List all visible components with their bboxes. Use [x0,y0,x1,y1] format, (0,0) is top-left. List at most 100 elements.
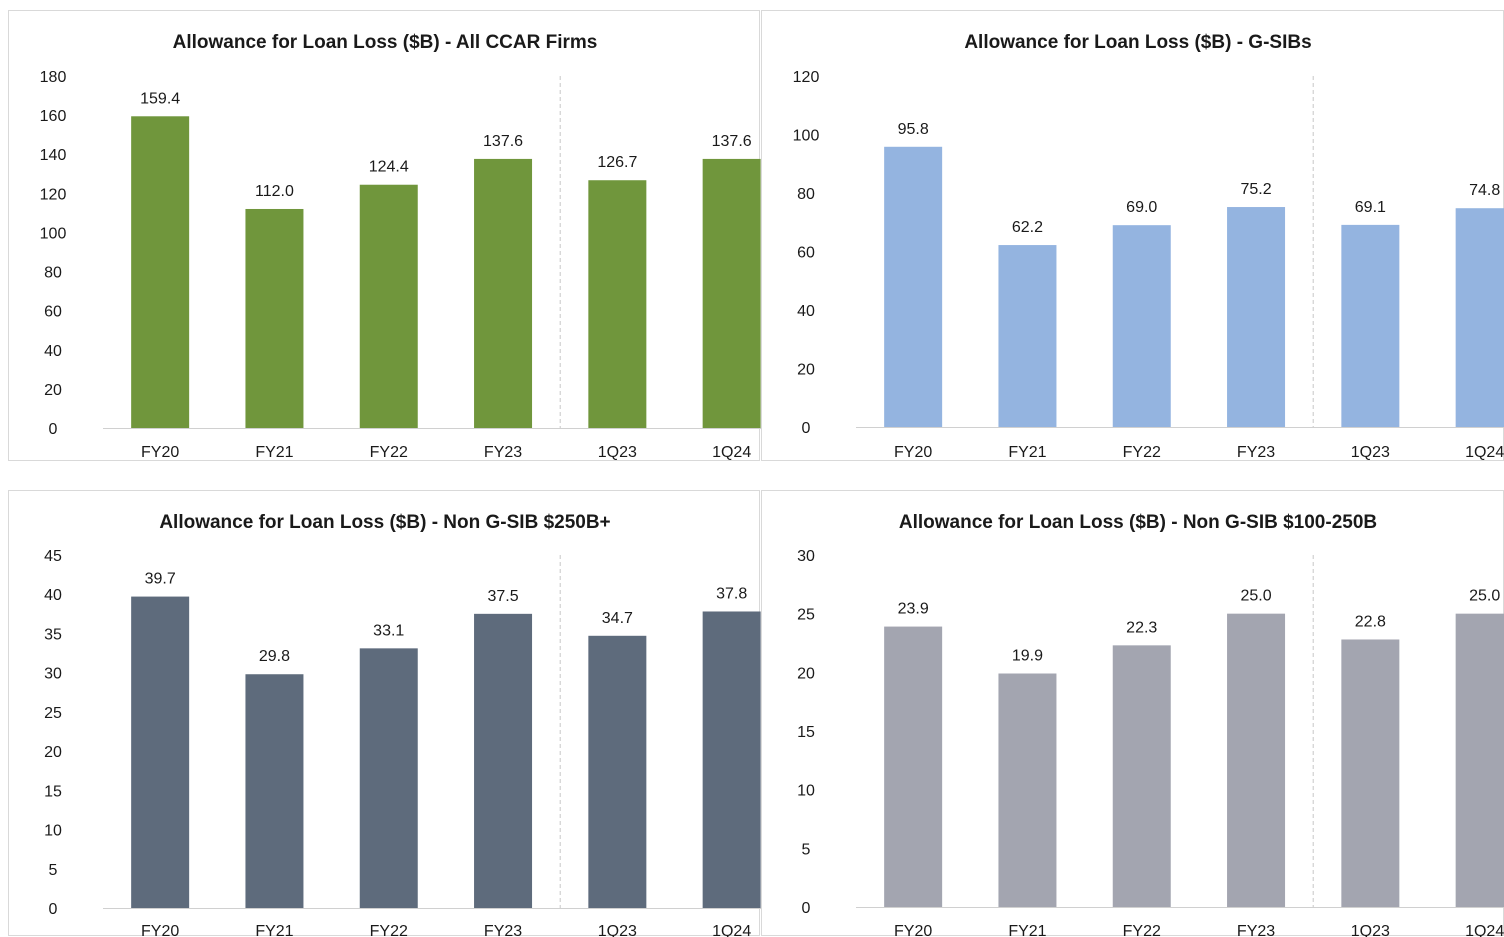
category-label: FY23 [1237,923,1275,937]
bar-1q23 [1341,639,1400,907]
category-label: FY23 [484,444,522,461]
y-tick-label: 40 [797,303,815,320]
category-label: 1Q24 [712,923,751,937]
bar-fy20 [884,626,943,907]
category-label: 1Q24 [1465,444,1504,461]
y-tick-label: 80 [44,265,62,282]
category-label: 1Q23 [1351,923,1390,937]
y-tick-label: 40 [44,343,62,360]
bar-fy21 [998,245,1057,427]
category-label: FY21 [1008,923,1046,937]
chart-panel-gsibs: Allowance for Loan Loss ($B) - G-SIBs 0 2… [761,10,1504,461]
bar-1q24 [702,611,761,908]
data-label: 29.8 [259,648,290,665]
category-label: 1Q23 [598,923,637,937]
y-tick-label: 60 [44,304,62,321]
y-tick-label: 15 [797,724,815,741]
category-label: 1Q23 [1351,444,1390,461]
y-tick-label: 80 [797,186,815,203]
y-tick-label: 20 [797,665,815,682]
data-label: 137.6 [712,133,752,150]
data-label: 23.9 [898,601,929,618]
chart-title: Allowance for Loan Loss ($B) - Non G-SIB… [159,512,610,533]
chart-title: Allowance for Loan Loss ($B) - Non G-SIB… [899,512,1377,533]
y-tick-label: 60 [797,245,815,262]
y-tick-label: 0 [802,900,811,917]
category-label: FY22 [370,444,408,461]
category-label: FY22 [370,923,408,937]
chart-svg-non-gsib-100-250: Allowance for Loan Loss ($B) - Non G-SIB… [797,512,1504,937]
y-tick-label: 30 [797,548,815,565]
category-label: FY21 [255,444,293,461]
chart-panel-non-gsib-250: Allowance for Loan Loss ($B) - Non G-SIB… [8,490,761,937]
y-tick-label: 0 [802,420,811,437]
bar-1q23 [588,635,647,908]
category-label: FY20 [141,444,179,461]
category-label: FY22 [1123,923,1161,937]
bar-fy23 [474,158,533,428]
data-label: 37.8 [716,585,747,602]
bar-fy22 [1112,225,1171,427]
chart-svg-all-ccar: Allowance for Loan Loss ($B) - All CCAR … [40,32,761,461]
data-label: 22.8 [1355,613,1386,630]
category-label: 1Q23 [598,444,637,461]
data-label: 19.9 [1012,648,1043,665]
y-tick-label: 140 [40,147,67,164]
data-label: 95.8 [898,121,929,138]
bar-1q23 [588,180,647,428]
y-tick-label: 40 [44,587,62,604]
data-label: 159.4 [140,90,180,107]
bar-fy23 [1227,207,1286,427]
y-tick-label: 100 [793,128,820,145]
chart-svg-non-gsib-250: Allowance for Loan Loss ($B) - Non G-SIB… [44,512,761,937]
category-label: FY20 [894,923,932,937]
category-label: FY20 [141,923,179,937]
bar-fy23 [474,613,533,908]
y-tick-label: 5 [49,862,58,879]
y-tick-label: 0 [49,421,58,438]
data-label: 33.1 [373,622,404,639]
bar-fy20 [884,146,943,427]
y-tick-label: 15 [44,783,62,800]
bar-fy20 [131,116,190,428]
data-label: 25.0 [1469,588,1500,605]
y-tick-label: 160 [40,108,67,125]
y-tick-label: 10 [44,823,62,840]
chart-title: Allowance for Loan Loss ($B) - G-SIBs [964,32,1311,53]
bar-fy22 [1112,645,1171,907]
data-label: 69.0 [1126,199,1157,216]
y-tick-label: 25 [44,705,62,722]
data-label: 34.7 [602,610,633,627]
bar-1q24 [1455,613,1504,907]
y-tick-label: 35 [44,626,62,643]
y-tick-label: 45 [44,548,62,565]
bar-fy22 [359,648,418,908]
category-label: FY21 [1008,444,1046,461]
data-label: 22.3 [1126,619,1157,636]
y-tick-label: 180 [40,69,67,86]
y-tick-label: 30 [44,666,62,683]
bar-fy21 [245,208,304,428]
bar-1q24 [702,158,761,428]
chart-panel-all-ccar: Allowance for Loan Loss ($B) - All CCAR … [8,10,761,461]
y-tick-label: 5 [802,841,811,858]
category-label: 1Q24 [1465,923,1504,937]
y-tick-label: 20 [797,362,815,379]
bar-fy21 [245,674,304,908]
chart-panel-non-gsib-100-250: Allowance for Loan Loss ($B) - Non G-SIB… [761,490,1504,937]
data-label: 69.1 [1355,199,1386,216]
bar-fy21 [998,673,1057,907]
data-label: 39.7 [145,571,176,588]
y-tick-label: 100 [40,225,67,242]
bar-1q23 [1341,224,1400,427]
category-label: FY21 [255,923,293,937]
y-tick-label: 0 [49,901,58,918]
data-label: 126.7 [597,154,637,171]
data-label: 124.4 [369,159,409,176]
bar-fy22 [359,184,418,428]
y-tick-label: 120 [40,186,67,203]
bar-1q24 [1455,208,1504,427]
data-label: 37.5 [487,588,518,605]
y-tick-label: 20 [44,382,62,399]
data-label: 112.0 [255,183,294,200]
